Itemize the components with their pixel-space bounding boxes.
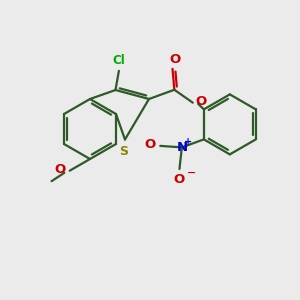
- Text: O: O: [169, 53, 181, 66]
- Text: −: −: [187, 168, 196, 178]
- Text: N: N: [176, 141, 188, 154]
- Text: O: O: [195, 95, 206, 108]
- Text: +: +: [184, 137, 193, 147]
- Text: O: O: [54, 163, 65, 176]
- Text: O: O: [174, 173, 185, 187]
- Text: Cl: Cl: [112, 54, 125, 67]
- Text: S: S: [119, 145, 128, 158]
- Text: O: O: [145, 138, 156, 151]
